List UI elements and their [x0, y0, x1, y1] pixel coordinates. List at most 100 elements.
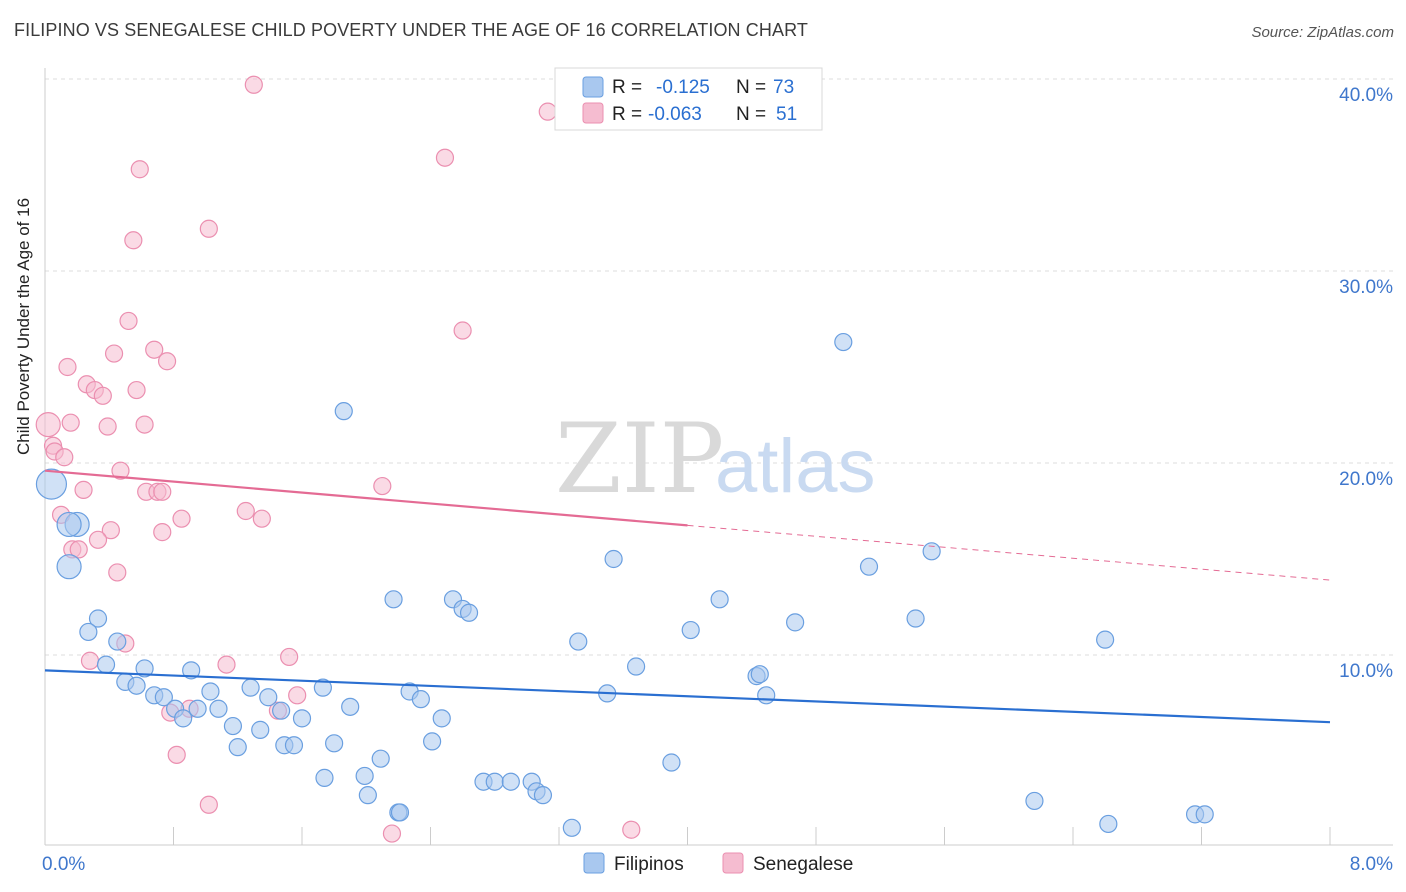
stat-r-label-senegalese: R =	[612, 104, 642, 125]
stat-legend: R = -0.125 N = 73 R = -0.063 N = 51	[554, 67, 823, 131]
watermark-zip: ZIP	[555, 403, 724, 515]
filipinos-point-61	[757, 686, 776, 705]
series-legend: Filipinos Senegalese	[583, 852, 853, 875]
filipinos-point-22	[341, 697, 360, 716]
stat-r-value-senegalese: -0.063	[648, 104, 702, 125]
senegalese-point-40	[280, 647, 299, 667]
stat-r-label-filipinos: R =	[612, 77, 642, 98]
filipinos-point-11	[127, 676, 146, 695]
filipinos-trend-line	[44, 669, 1331, 724]
senegalese-point-38	[108, 563, 127, 582]
senegalese-point-48	[199, 795, 218, 814]
filipinos-point-62	[786, 613, 805, 632]
filipinos-point-46	[562, 818, 581, 837]
filipinos-point-27	[292, 709, 312, 728]
trend-layer	[44, 469, 1331, 724]
filipinos-point-37	[355, 766, 374, 786]
y-tick-label-40: 40.0%	[1339, 85, 1393, 106]
filipinos-point-16	[313, 678, 332, 697]
senegalese-point-23	[111, 461, 130, 480]
senegalese-point-28	[373, 476, 392, 496]
filipinos-point-5	[79, 622, 98, 642]
filipinos-point-52	[569, 632, 588, 651]
filipinos-point-67	[1025, 791, 1044, 811]
filipinos-point-4	[88, 609, 108, 628]
filipinos-point-48	[384, 590, 403, 609]
stat-n-value-senegalese: 51	[776, 104, 797, 125]
senegalese-point-29	[236, 501, 255, 521]
senegalese-point-0	[244, 75, 263, 94]
watermark-atlas: atlas	[715, 424, 876, 509]
senegalese-trend-line-dashed	[687, 524, 1331, 581]
senegalese-point-9	[145, 340, 164, 359]
senegalese-point-3	[130, 160, 149, 179]
senegalese-point-35	[88, 530, 108, 549]
senegalese-point-50	[622, 820, 641, 839]
filipinos-point-55	[626, 657, 646, 676]
filipinos-point-28	[432, 709, 451, 728]
senegalese-point-34	[153, 523, 172, 542]
stat-n-value-filipinos: 73	[773, 77, 794, 98]
filipinos-point-33	[325, 734, 344, 753]
filipinos-point-63	[834, 332, 853, 352]
filipinos-point-60	[750, 665, 769, 684]
stat-r-value-filipinos: -0.125	[656, 77, 710, 98]
filipinos-point-26	[223, 716, 243, 736]
filipinos-point-25	[174, 709, 193, 728]
filipinos-point-51	[459, 603, 479, 622]
filipinos-point-7	[96, 655, 116, 674]
stat-legend-swatch-filipinos	[582, 76, 604, 98]
points-layer	[35, 75, 1214, 843]
filipinos-point-57	[681, 620, 700, 640]
filipinos-point-72	[390, 803, 410, 822]
filipinos-point-32	[284, 736, 304, 755]
filipinos-point-69	[1099, 814, 1118, 834]
filipinos-point-53	[604, 549, 623, 569]
filipinos-point-15	[241, 678, 260, 697]
senegalese-point-16	[35, 412, 61, 438]
stat-n-label-filipinos: N =	[736, 77, 766, 98]
x-tick-label-min: 0.0%	[42, 854, 85, 875]
senegalese-point-8	[104, 344, 124, 363]
filipinos-point-8	[135, 659, 154, 678]
senegalese-point-30	[252, 509, 271, 528]
senegalese-point-15	[127, 380, 146, 400]
senegalese-point-7	[119, 311, 138, 331]
filipinos-point-3	[56, 554, 82, 580]
filipinos-point-64	[859, 557, 879, 576]
filipinos-point-56	[662, 753, 681, 772]
senegalese-point-37	[69, 540, 88, 559]
filipinos-point-13	[154, 688, 173, 707]
filipinos-point-17	[259, 688, 278, 707]
senegalese-point-6	[453, 321, 472, 340]
y-tick-label-10: 10.0%	[1339, 661, 1393, 682]
senegalese-point-24	[74, 480, 93, 499]
legend-label-senegalese: Senegalese	[753, 854, 853, 875]
senegalese-point-22	[55, 448, 74, 467]
filipinos-point-44	[533, 786, 553, 805]
filipinos-point-24	[411, 690, 430, 709]
filipinos-point-68	[1096, 630, 1115, 649]
senegalese-point-49	[382, 824, 402, 843]
senegalese-point-27	[153, 482, 172, 501]
axis-layer	[44, 68, 1393, 846]
filipinos-point-38	[358, 786, 377, 805]
filipinos-point-19	[188, 699, 207, 718]
senegalese-point-18	[98, 417, 117, 436]
senegalese-point-31	[172, 509, 191, 528]
senegalese-point-33	[101, 521, 120, 540]
tick-labels-layer: 10.0% 20.0% 30.0% 40.0% 0.0% 8.0%	[42, 85, 1393, 875]
senegalese-point-42	[217, 655, 236, 674]
senegalese-point-10	[157, 352, 177, 371]
filipinos-point-47	[334, 402, 353, 421]
watermark: ZIP atlas	[555, 403, 876, 515]
legend-label-filipinos: Filipinos	[614, 854, 684, 875]
filipinos-point-29	[251, 720, 270, 739]
filipinos-point-40	[485, 772, 504, 791]
filipinos-point-6	[108, 632, 127, 651]
filipinos-point-21	[272, 701, 291, 720]
senegalese-point-19	[135, 415, 154, 434]
senegalese-point-5	[199, 219, 218, 238]
senegalese-point-1	[538, 102, 557, 121]
y-tick-label-20: 20.0%	[1339, 469, 1393, 490]
